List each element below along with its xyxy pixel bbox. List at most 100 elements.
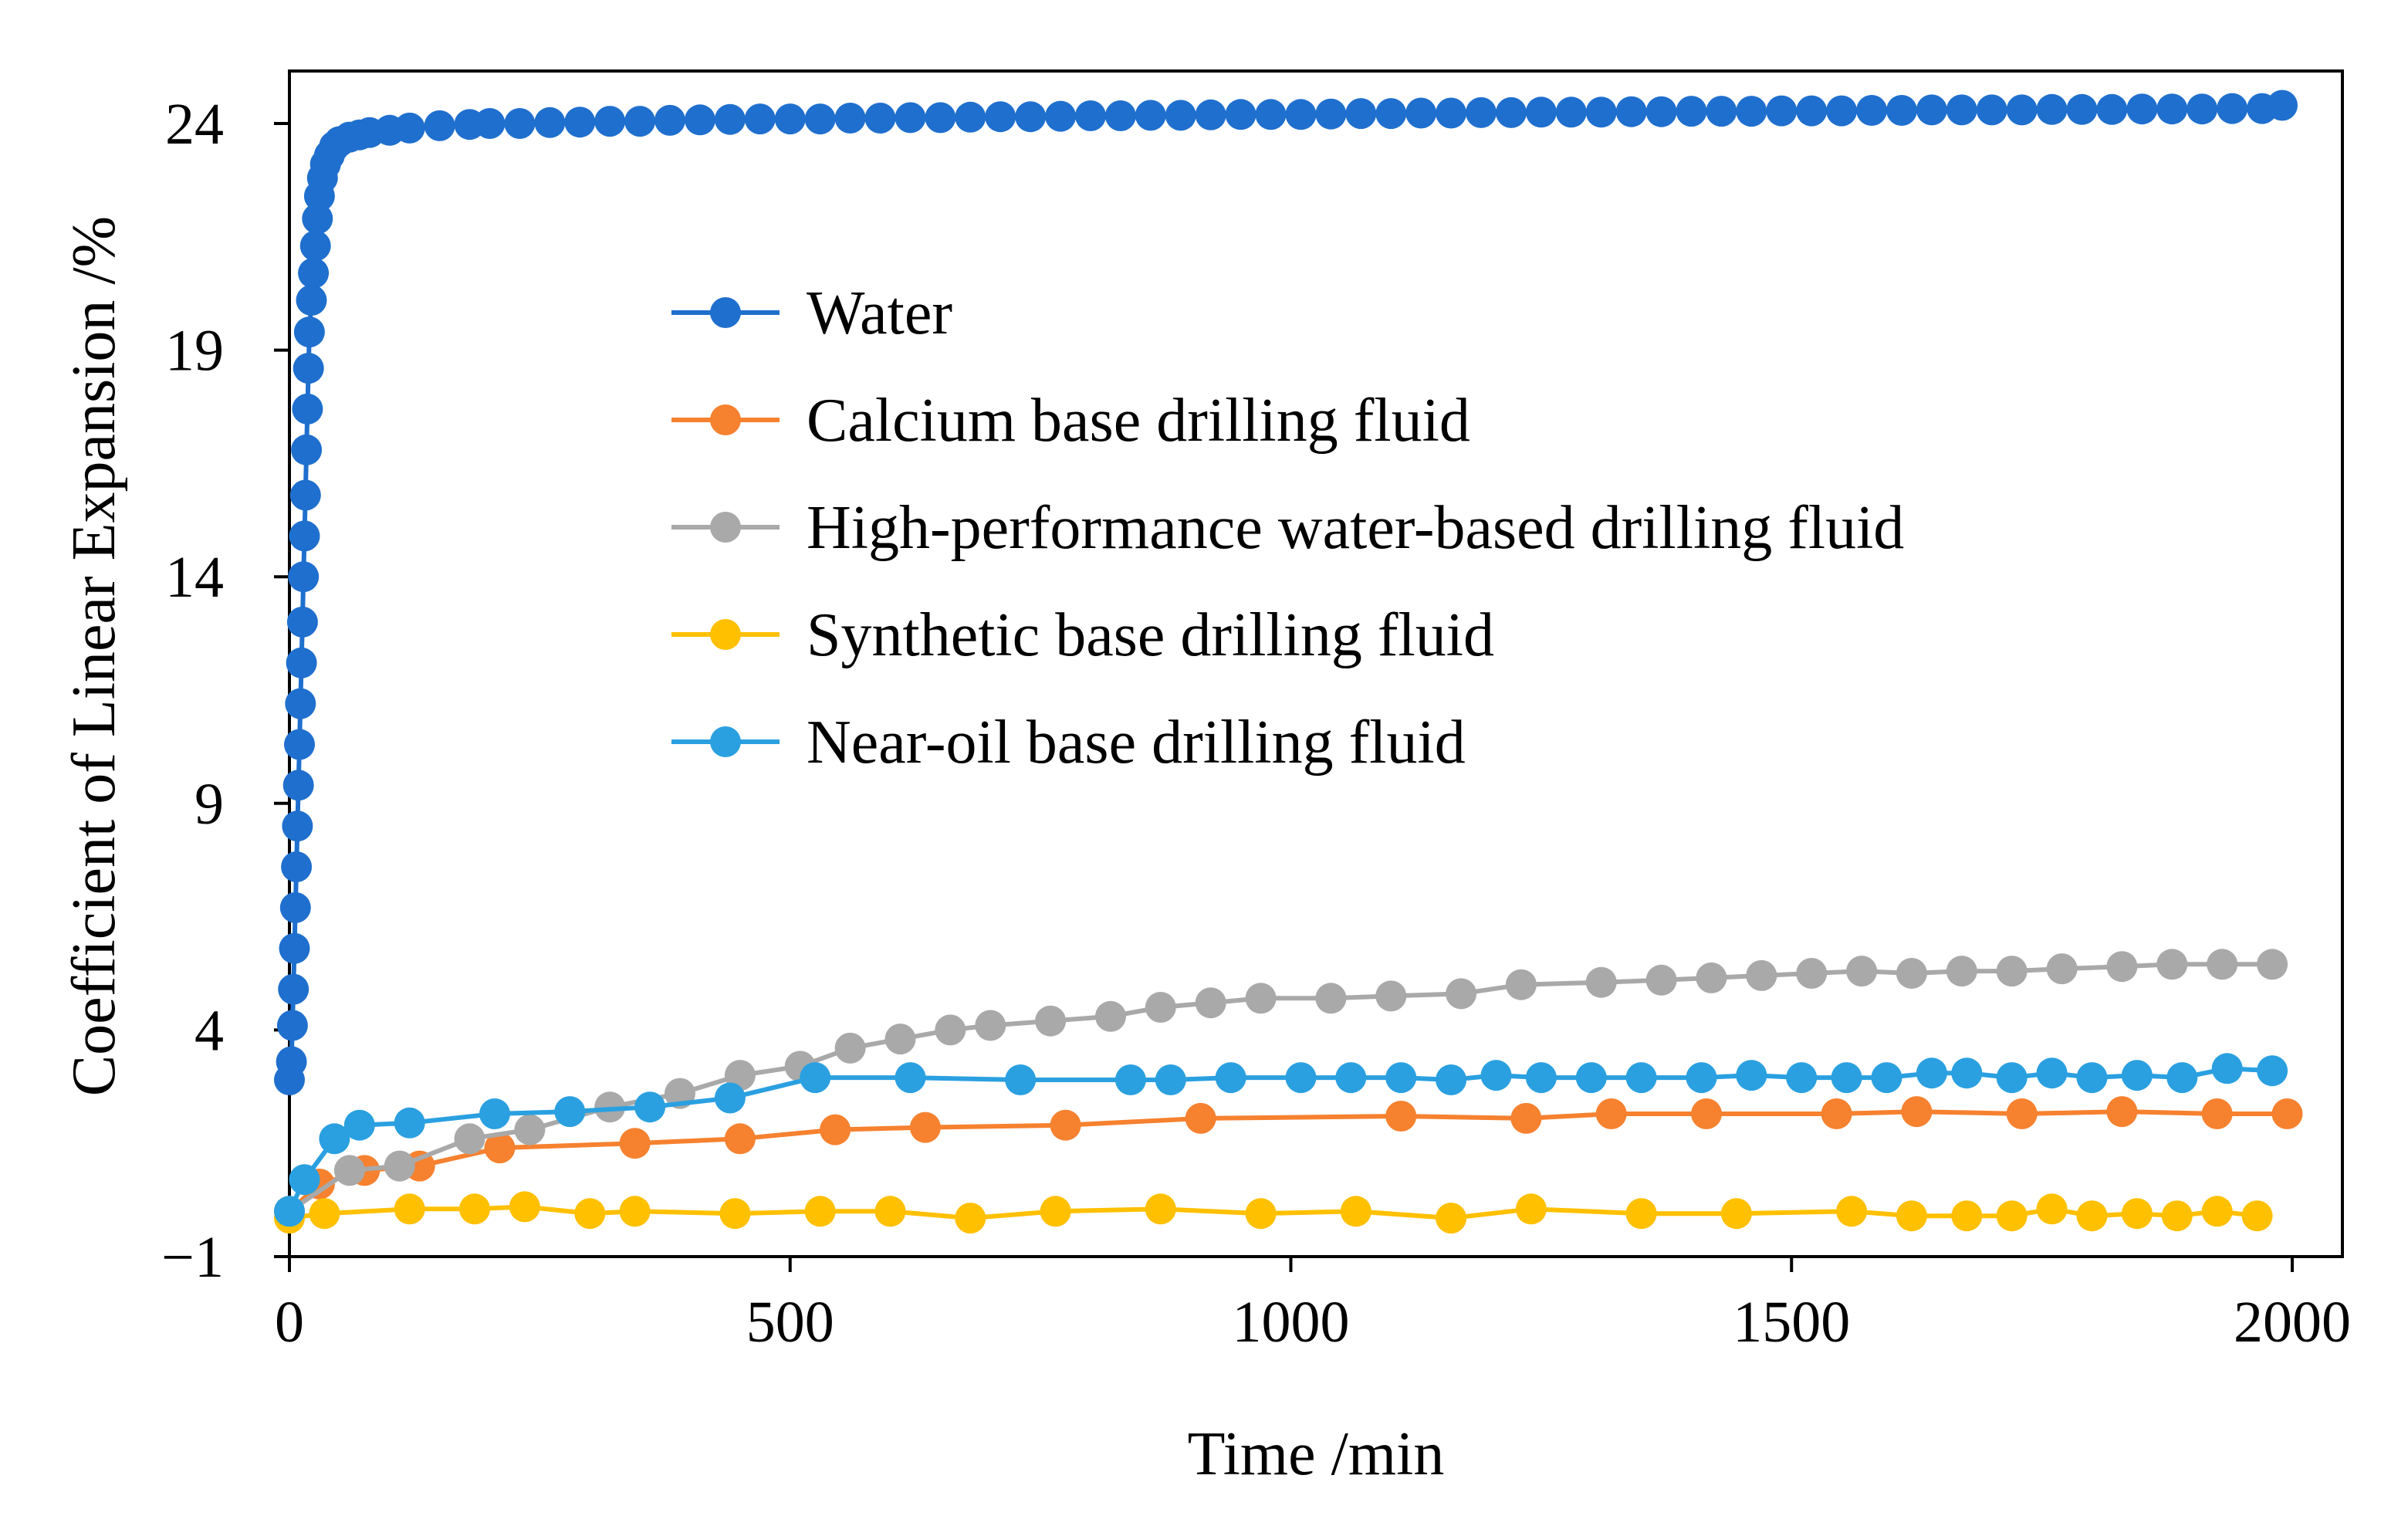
data-point <box>2036 1193 2068 1225</box>
data-point <box>2006 94 2038 126</box>
data-point <box>834 103 866 134</box>
data-point <box>1996 1062 2028 1094</box>
data-point <box>1015 101 1047 133</box>
data-point <box>288 561 320 593</box>
data-point <box>2241 1200 2273 1232</box>
data-point <box>1871 1062 1902 1094</box>
data-point <box>1315 98 1347 130</box>
data-point <box>1045 100 1077 132</box>
x-tick-label: 2000 <box>2234 1290 2351 1355</box>
data-point <box>1185 1102 1216 1134</box>
series-layer <box>274 90 2303 1234</box>
data-point <box>1585 96 1617 128</box>
data-point <box>424 110 455 141</box>
data-point <box>343 1109 375 1141</box>
data-point <box>1510 1102 1542 1134</box>
data-point <box>2121 1060 2153 1091</box>
data-point <box>1951 1057 1983 1089</box>
legend: Water Calcium base drilling fluid High-per… <box>671 279 1904 777</box>
data-point <box>564 107 596 138</box>
data-point <box>834 1032 866 1064</box>
data-point <box>1005 1064 1037 1095</box>
legend-item: Calcium base drilling fluid <box>671 387 1470 455</box>
data-point <box>1686 1062 1717 1094</box>
data-point <box>2096 93 2128 125</box>
data-point <box>2271 1098 2303 1129</box>
y-tick-label: 4 <box>194 998 224 1063</box>
data-point <box>1405 97 1437 129</box>
data-point <box>804 1196 836 1227</box>
data-point <box>654 104 685 136</box>
data-point <box>975 1010 1006 1041</box>
data-point <box>2211 1053 2243 1084</box>
legend-marker <box>710 726 741 757</box>
data-point <box>624 106 656 137</box>
legend-label: Water <box>807 279 952 347</box>
data-point <box>2066 93 2098 125</box>
data-point <box>724 1123 756 1155</box>
data-point <box>2156 93 2188 125</box>
data-point <box>291 434 323 465</box>
data-point <box>279 932 310 964</box>
data-point <box>1946 94 1977 126</box>
data-point <box>278 973 309 1005</box>
data-point <box>333 1155 365 1186</box>
data-point <box>619 1196 651 1227</box>
data-point <box>1896 1200 1927 1232</box>
data-point <box>1436 1203 1467 1234</box>
data-point <box>1821 1098 1852 1129</box>
legend-marker <box>710 619 741 650</box>
data-point <box>2207 949 2238 980</box>
data-point <box>2257 1055 2288 1087</box>
data-point <box>1040 1196 1071 1227</box>
data-point <box>1676 96 1707 127</box>
series-near-oil-base-drilling-fluid <box>274 1053 2288 1227</box>
data-point <box>1145 1193 1176 1225</box>
data-point <box>1595 1098 1627 1129</box>
data-point <box>1135 100 1166 131</box>
data-point <box>2076 1200 2108 1232</box>
data-point <box>2267 90 2298 121</box>
data-point <box>2076 1062 2108 1094</box>
data-point <box>1245 983 1277 1014</box>
data-point <box>2186 93 2218 125</box>
data-point <box>955 101 986 133</box>
data-point <box>2257 949 2288 980</box>
data-point <box>1155 1064 1186 1095</box>
data-point <box>1505 969 1537 1000</box>
series-line <box>288 962 2273 1213</box>
data-point <box>884 1024 916 1055</box>
legend-item: Water <box>671 279 952 347</box>
series-water <box>274 90 2298 1095</box>
data-point <box>574 1198 606 1230</box>
data-point <box>1826 95 1858 127</box>
data-point <box>1696 962 1727 993</box>
data-point <box>1736 1060 1767 1091</box>
data-point <box>1796 958 1828 989</box>
data-point <box>1165 100 1196 131</box>
data-point <box>274 1196 305 1227</box>
data-point <box>774 103 806 135</box>
data-point <box>289 520 320 552</box>
data-point <box>1706 96 1737 127</box>
data-point <box>1375 98 1407 130</box>
y-tick-label: 24 <box>165 92 224 157</box>
data-point <box>1035 1005 1067 1037</box>
data-point <box>509 1191 540 1223</box>
data-point <box>454 1123 485 1155</box>
data-point <box>1625 1062 1657 1094</box>
data-point <box>820 1114 851 1145</box>
y-axis: −1 4 9 14 19 24 <box>161 92 289 1290</box>
data-point <box>1856 95 1888 126</box>
data-point <box>2201 1098 2233 1129</box>
y-tick-label: 9 <box>194 772 224 837</box>
data-point <box>804 103 836 135</box>
data-point <box>302 203 333 235</box>
data-point <box>394 1107 425 1139</box>
data-point <box>895 102 926 134</box>
data-point <box>874 1196 906 1227</box>
data-point <box>985 101 1016 133</box>
y-tick-label: 14 <box>165 545 224 610</box>
data-point <box>864 103 896 134</box>
